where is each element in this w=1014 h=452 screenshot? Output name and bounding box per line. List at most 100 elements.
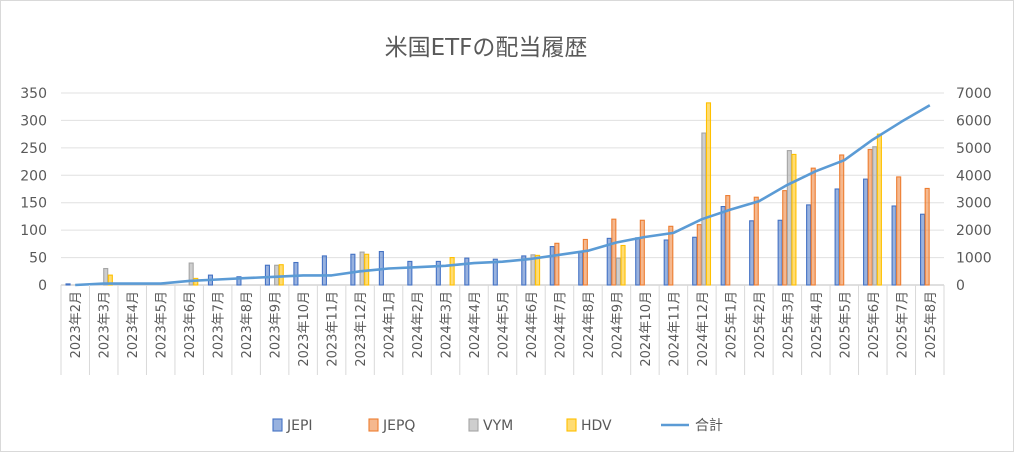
bar-jepi [863, 178, 869, 286]
bar-jepi [492, 258, 498, 286]
bar-jepi [806, 204, 812, 286]
bar-vym [872, 146, 878, 286]
bar-vym [359, 251, 365, 286]
bar-jepq [639, 219, 645, 286]
y-left-tick-label: 0 [38, 278, 47, 294]
x-tick-label: 2024年7月 [553, 291, 568, 358]
x-tick-label: 2023年11月 [326, 291, 341, 367]
bar-jepq [839, 154, 845, 286]
bar-hdv [449, 257, 455, 286]
bar-jepi [663, 239, 669, 286]
x-tick-label: 2023年9月 [269, 291, 284, 358]
y-right-tick-label: 3000 [956, 196, 992, 212]
bar-jepi [65, 283, 71, 286]
chart-title: 米国ETFの配当履歴 [385, 35, 588, 61]
x-tick-label: 2023年6月 [183, 291, 198, 358]
bar-vym [530, 254, 536, 286]
legend-label: HDV [581, 418, 612, 434]
bar-jepi [777, 219, 783, 286]
bar-jepq [725, 195, 731, 286]
legend-label: 合計 [695, 418, 723, 434]
bars [65, 102, 930, 286]
x-tick-label: 2025年6月 [867, 291, 882, 358]
legend-swatch [272, 418, 283, 432]
y-axis-left: 0 50 100 150 200 250 300 350 [20, 86, 47, 294]
y-left-tick-label: 150 [20, 196, 47, 212]
bar-jepi [635, 237, 641, 286]
x-tick-label: 2025年3月 [781, 291, 796, 358]
bar-jepq [696, 224, 702, 286]
bar-jepi [549, 246, 555, 286]
x-tick-label: 2024年8月 [582, 291, 597, 358]
x-tick-label: 2024年1月 [383, 291, 398, 358]
bar-hdv [107, 274, 113, 286]
bar-jepi [293, 261, 299, 286]
bar-jepi [720, 206, 726, 286]
y-left-tick-label: 350 [20, 86, 47, 102]
bar-vym [615, 257, 621, 286]
bar-jepq [782, 190, 788, 286]
y-right-tick-label: 2000 [956, 223, 992, 239]
bar-hdv [791, 153, 797, 286]
bar-jepq [668, 225, 674, 286]
bar-jepi [350, 253, 356, 286]
y-right-tick-label: 1000 [956, 251, 992, 267]
legend-swatch [368, 418, 379, 432]
bar-vym [274, 264, 280, 286]
x-tick-label: 2024年2月 [411, 291, 426, 358]
legend-label: JEPQ [382, 418, 415, 434]
bar-hdv [278, 264, 284, 286]
y-left-tick-label: 100 [20, 223, 47, 239]
y-axis-right: 0 1000 2000 3000 4000 5000 6000 7000 [956, 86, 992, 294]
x-tick-label: 2023年3月 [98, 291, 113, 358]
bar-hdv [535, 254, 541, 286]
bar-jepq [896, 176, 902, 286]
bar-jepq [611, 218, 617, 286]
bar-hdv [876, 133, 882, 286]
legend-swatch [468, 418, 479, 432]
bar-jepq [753, 196, 759, 286]
bar-jepq [867, 148, 873, 286]
x-tick-label: 2024年5月 [497, 291, 512, 358]
x-tick-label: 2025年5月 [838, 291, 853, 358]
bar-vym [786, 150, 792, 286]
y-left-tick-label: 300 [20, 113, 47, 129]
legend-swatch [566, 418, 577, 432]
x-axis: 2023年2月 2023年3月 2023年4月 2023年5月 2023年6月 2023年… [60, 285, 945, 375]
x-tick-label: 2024年10月 [639, 291, 654, 367]
bar-jepi [435, 260, 441, 286]
total-line [75, 104, 931, 287]
x-tick-label: 2023年10月 [297, 291, 312, 367]
bar-vym [701, 132, 707, 286]
legend-label: JEPI [286, 418, 313, 434]
x-tick-label: 2023年2月 [69, 291, 84, 358]
bar-jepi [606, 237, 612, 286]
x-tick-label: 2024年3月 [440, 291, 455, 358]
bar-hdv [620, 244, 626, 286]
legend: JEPI JEPQ VYM HDV 合計 [272, 418, 723, 434]
x-tick-label: 2024年4月 [468, 291, 483, 358]
y-right-tick-label: 0 [956, 278, 965, 294]
x-tick-label: 2024年6月 [525, 291, 540, 358]
x-tick-label: 2024年12月 [696, 291, 711, 367]
x-tick-label: 2025年1月 [724, 291, 739, 358]
y-left-tick-label: 250 [20, 141, 47, 157]
bar-vym [103, 267, 109, 286]
bar-jepi [236, 276, 242, 286]
bar-jepi [692, 236, 698, 286]
y-left-tick-label: 200 [20, 168, 47, 184]
x-tick-label: 2024年9月 [610, 291, 625, 358]
gridlines [61, 92, 944, 286]
bar-jepi [407, 260, 413, 286]
x-tick-label: 2023年4月 [126, 291, 141, 358]
x-tick-label: 2023年5月 [155, 291, 170, 358]
y-left-tick-label: 50 [29, 251, 47, 267]
bar-hdv [705, 102, 712, 286]
bar-jepi [521, 255, 527, 286]
y-right-tick-label: 6000 [956, 113, 992, 129]
x-tick-label: 2025年7月 [895, 291, 910, 358]
line-total [75, 104, 931, 287]
bar-jepq [554, 242, 560, 286]
x-tick-label: 2024年11月 [667, 291, 682, 367]
